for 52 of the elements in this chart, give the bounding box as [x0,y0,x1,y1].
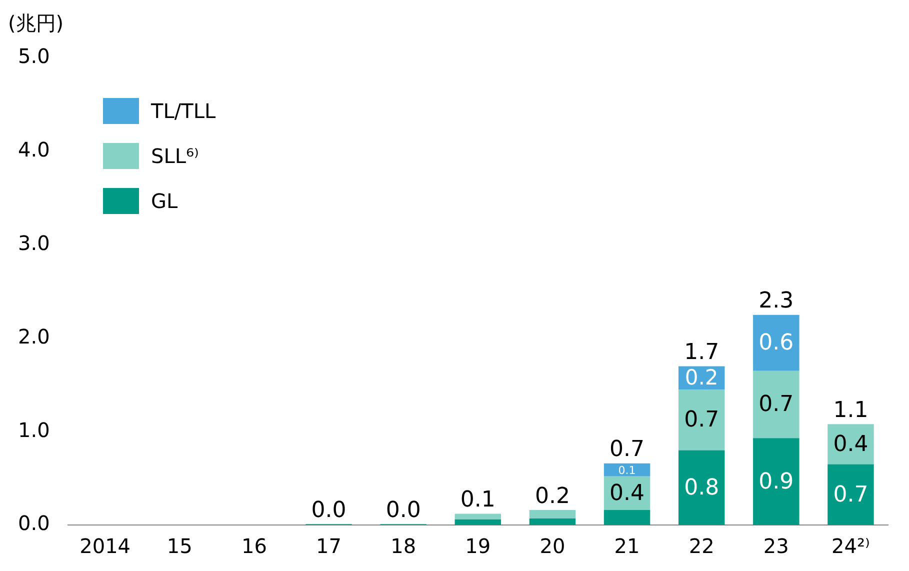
x-tick-label: 18 [390,534,416,558]
bar [753,370,800,438]
total-label: 1.7 [684,340,720,365]
x-tick-label: 17 [316,534,342,558]
y-tick-label: 3.0 [18,231,50,256]
bar [753,314,800,371]
y-axis-title: (兆円) [8,10,64,37]
legend-label: SLL⁶⁾ [151,144,199,168]
x-tick-label: 24²⁾ [832,534,870,558]
data-label: 0.6 [758,330,794,356]
data-label: 0.4 [833,432,868,457]
total-label: 2.3 [758,288,794,314]
x-tick-label: 2014 [80,534,131,558]
bar [828,464,874,525]
x-tick-label: 16 [241,534,267,558]
bar [529,518,576,525]
bar [604,463,650,476]
data-label: 0.7 [684,408,720,433]
y-tick-label: 0.0 [18,511,50,536]
bar [604,510,650,525]
bar [678,390,725,450]
total-label: 0.2 [534,484,570,509]
x-tick-label: 23 [763,534,789,558]
bar [454,514,502,520]
data-label: 0.8 [684,475,720,500]
x-tick-label: 19 [465,534,491,558]
data-label: 0.9 [758,469,794,494]
y-tick-label: 4.0 [18,138,50,162]
data-label: 0.7 [833,482,868,508]
total-label: 0.7 [610,437,645,462]
data-label: 0.2 [684,365,718,390]
data-label: 0.4 [610,480,645,506]
legend-label: GL [151,188,178,212]
bar [529,510,576,518]
bar [678,450,725,525]
data-label: 0.1 [618,464,636,477]
bar [454,519,502,525]
y-tick-label: 1.0 [18,418,50,442]
x-tick-label: 15 [166,534,192,558]
total-label: 0.1 [460,488,496,513]
legend-label: TL/TLL [151,98,216,122]
total-label: 0.0 [311,498,346,523]
y-tick-label: 5.0 [18,44,50,68]
y-tick-label: 2.0 [18,324,50,348]
x-tick-label: 22 [688,534,714,558]
bar [828,424,874,464]
total-label: 0.0 [386,498,421,523]
x-tick-label: 20 [540,534,566,558]
x-tick-label: 21 [614,534,640,558]
total-label: 1.1 [833,398,868,423]
bar [753,438,800,525]
data-label: 0.7 [758,392,794,418]
